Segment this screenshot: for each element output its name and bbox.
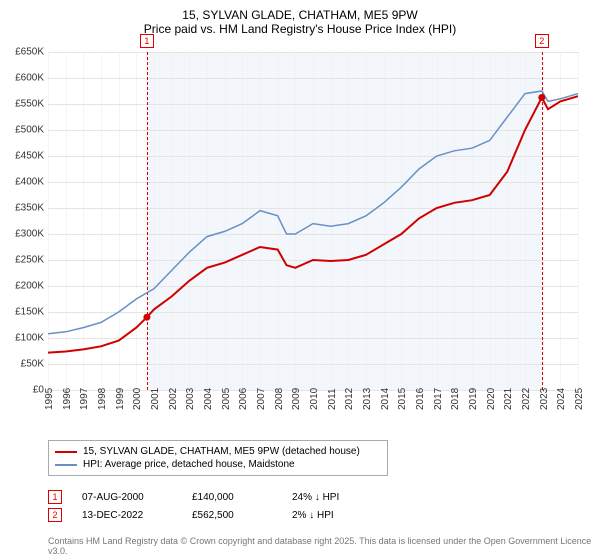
transaction-row: 2 13-DEC-2022 £562,500 2% ↓ HPI (48, 506, 372, 524)
x-tick-label: 2021 (503, 388, 514, 410)
x-tick-label: 2025 (574, 388, 585, 410)
line-chart-svg (48, 52, 578, 390)
x-tick-label: 2023 (539, 388, 550, 410)
x-tick-label: 2009 (291, 388, 302, 410)
x-tick-label: 2016 (415, 388, 426, 410)
x-tick-label: 2022 (521, 388, 532, 410)
x-tick-label: 2003 (185, 388, 196, 410)
tx-marker: 1 (48, 490, 62, 504)
y-axis: £0£50K£100K£150K£200K£250K£300K£350K£400… (0, 52, 48, 390)
transaction-table: 1 07-AUG-2000 £140,000 24% ↓ HPI 2 13-DEC-202… (48, 488, 372, 524)
x-tick-label: 1995 (44, 388, 55, 410)
x-tick-label: 2000 (132, 388, 143, 410)
x-tick-label: 2010 (309, 388, 320, 410)
legend-swatch (55, 464, 77, 466)
x-tick-label: 2017 (433, 388, 444, 410)
x-tick-label: 2007 (256, 388, 267, 410)
transaction-point (143, 314, 150, 321)
x-tick-label: 1997 (79, 388, 90, 410)
transaction-point (538, 94, 545, 101)
x-tick-label: 2012 (344, 388, 355, 410)
chart-legend: 15, SYLVAN GLADE, CHATHAM, ME5 9PW (deta… (48, 440, 388, 476)
tx-delta: 24% ↓ HPI (292, 492, 372, 503)
x-axis: 1995199619971998199920002001200220032004… (48, 390, 578, 440)
y-tick-label: £400K (0, 177, 44, 188)
tx-marker: 2 (48, 508, 62, 522)
chart-title: 15, SYLVAN GLADE, CHATHAM, ME5 9PW Price… (0, 0, 600, 42)
x-tick-label: 2004 (203, 388, 214, 410)
y-tick-label: £0 (0, 385, 44, 396)
x-tick-label: 2018 (450, 388, 461, 410)
x-tick-label: 2005 (221, 388, 232, 410)
legend-item: 15, SYLVAN GLADE, CHATHAM, ME5 9PW (deta… (55, 445, 381, 458)
x-tick-label: 1999 (115, 388, 126, 410)
x-tick-label: 2019 (468, 388, 479, 410)
x-tick-label: 2020 (486, 388, 497, 410)
legend-swatch (55, 451, 77, 453)
y-tick-label: £50K (0, 359, 44, 370)
x-tick-label: 1996 (62, 388, 73, 410)
legend-label: HPI: Average price, detached house, Maid… (83, 459, 295, 470)
marker-badge: 1 (140, 34, 154, 48)
y-tick-label: £250K (0, 255, 44, 266)
y-tick-label: £150K (0, 307, 44, 318)
chart-plot-area: 12 (48, 52, 578, 390)
attribution-footer: Contains HM Land Registry data © Crown c… (48, 536, 600, 556)
transaction-row: 1 07-AUG-2000 £140,000 24% ↓ HPI (48, 488, 372, 506)
x-tick-label: 1998 (97, 388, 108, 410)
tx-delta: 2% ↓ HPI (292, 510, 372, 521)
y-tick-label: £300K (0, 229, 44, 240)
title-line2: Price paid vs. HM Land Registry's House … (0, 22, 600, 36)
x-tick-label: 2006 (238, 388, 249, 410)
tx-date: 07-AUG-2000 (82, 492, 172, 503)
legend-label: 15, SYLVAN GLADE, CHATHAM, ME5 9PW (deta… (83, 446, 360, 457)
x-tick-label: 2013 (362, 388, 373, 410)
marker-badge: 2 (535, 34, 549, 48)
y-tick-label: £450K (0, 151, 44, 162)
y-tick-label: £550K (0, 99, 44, 110)
tx-price: £562,500 (192, 510, 272, 521)
y-tick-label: £100K (0, 333, 44, 344)
y-tick-label: £200K (0, 281, 44, 292)
y-tick-label: £600K (0, 73, 44, 84)
legend-item: HPI: Average price, detached house, Maid… (55, 458, 381, 471)
title-line1: 15, SYLVAN GLADE, CHATHAM, ME5 9PW (0, 8, 600, 22)
tx-price: £140,000 (192, 492, 272, 503)
x-tick-label: 2002 (168, 388, 179, 410)
y-tick-label: £650K (0, 47, 44, 58)
series-hpi (48, 91, 578, 334)
x-tick-label: 2011 (327, 388, 338, 410)
x-tick-label: 2024 (556, 388, 567, 410)
x-tick-label: 2008 (274, 388, 285, 410)
x-tick-label: 2014 (380, 388, 391, 410)
y-tick-label: £350K (0, 203, 44, 214)
x-tick-label: 2001 (150, 388, 161, 410)
tx-date: 13-DEC-2022 (82, 510, 172, 521)
y-tick-label: £500K (0, 125, 44, 136)
x-tick-label: 2015 (397, 388, 408, 410)
